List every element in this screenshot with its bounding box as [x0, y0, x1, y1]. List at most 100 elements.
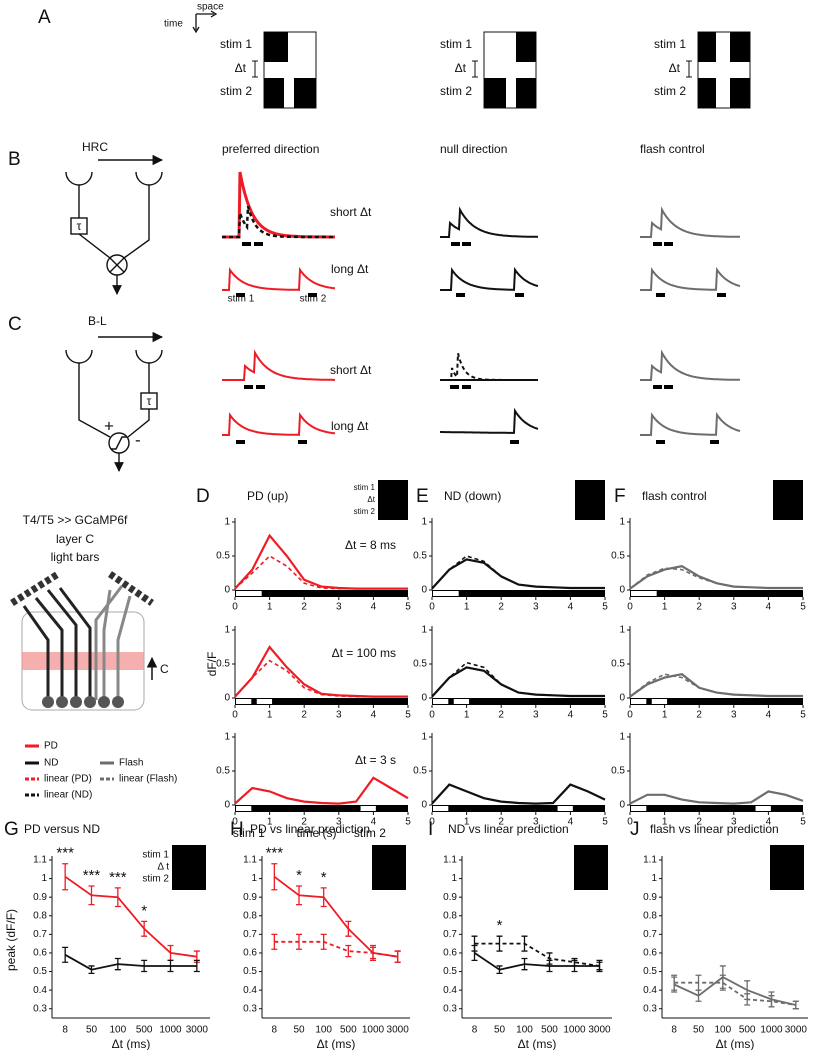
- stim-mark: [656, 293, 665, 297]
- y-tick-label: 0.4: [643, 985, 657, 996]
- inset-label: stim 1: [354, 483, 376, 492]
- stim-window: [453, 699, 470, 704]
- stimulus-bar: [516, 78, 536, 108]
- axis-label: time: [164, 19, 183, 30]
- x-tick-label: 4: [371, 710, 377, 721]
- stimulus-bar: [294, 78, 316, 108]
- stim-mark: [451, 242, 460, 246]
- panel-label: B: [8, 149, 21, 170]
- schematic-title: light bars: [51, 550, 100, 564]
- y-tick-label: 0.9: [33, 892, 47, 903]
- chart-title: ND (down): [444, 489, 501, 503]
- x-tick-label: 8: [272, 1025, 278, 1036]
- stim-bar: [235, 590, 408, 597]
- stim-label: stim 1: [220, 37, 252, 51]
- x-tick-label: 5: [800, 817, 806, 828]
- error-bar: [320, 933, 327, 950]
- y-tick-label: 1: [619, 625, 625, 636]
- stim-mark: [717, 293, 726, 297]
- x-tick-label: 100: [516, 1025, 533, 1036]
- y-tick-label: 0.8: [443, 910, 457, 921]
- x-tick-label: 500: [340, 1025, 357, 1036]
- axis-arrows: [195, 13, 214, 30]
- error-bar: [296, 933, 302, 950]
- error-bar: [768, 995, 775, 1008]
- stim-window: [631, 806, 647, 811]
- x-tick-label: 3000: [588, 1025, 611, 1036]
- y-tick-label: 1: [619, 517, 625, 528]
- inset-label: stim 1: [142, 850, 169, 861]
- x-tick-label: 5: [405, 817, 411, 828]
- x-tick-label: 4: [766, 817, 772, 828]
- column-title: null direction: [440, 142, 507, 156]
- error-bar: [114, 957, 121, 971]
- inset-label: stim 2: [142, 874, 169, 885]
- x-tick-label: 5: [800, 710, 806, 721]
- y-tick-label: 1: [451, 873, 457, 884]
- stimulus-inset: [773, 480, 803, 520]
- model-trace: [640, 411, 741, 436]
- x-tick-label: 500: [541, 1025, 558, 1036]
- x-tick-label: 5: [800, 602, 806, 613]
- y-tick-label: 0.5: [611, 659, 625, 670]
- hrc-diagram: [65, 171, 163, 295]
- stim-bar: [432, 698, 605, 705]
- x-axis-label: Δt (ms): [317, 1037, 356, 1050]
- y-tick-label: 1: [41, 873, 47, 884]
- y-tick-label: 1: [224, 625, 230, 636]
- x-tick-label: 50: [293, 1025, 305, 1036]
- x-tick-label: 100: [714, 1025, 731, 1036]
- x-tick-label: 3000: [387, 1025, 410, 1036]
- y-tick-label: 0.3: [643, 1003, 657, 1014]
- interval-bar: [252, 60, 258, 78]
- stim-mark: [236, 293, 245, 297]
- column-title: preferred direction: [222, 142, 319, 156]
- sign: -: [135, 430, 141, 449]
- y-tick-label: 0.5: [643, 966, 657, 977]
- legend-label: linear (PD): [44, 774, 92, 785]
- model-trace: [440, 407, 539, 434]
- stim-mark: [515, 293, 524, 297]
- x-axis-label: Δt (ms): [112, 1037, 151, 1050]
- y-tick-label: 0.5: [216, 659, 230, 670]
- stim-mark: [308, 293, 317, 297]
- stim-label: stim 2: [440, 84, 472, 98]
- error-bar: [193, 959, 200, 973]
- series-line: [629, 565, 803, 590]
- stim-window: [557, 806, 573, 811]
- error-bar: [571, 957, 578, 967]
- chart-title: flash control: [642, 489, 707, 503]
- model-trace: [222, 411, 336, 436]
- stimulus-bar: [698, 32, 716, 62]
- y-tick-label: 0.6: [443, 948, 457, 959]
- y-tick-label: 0.7: [643, 929, 657, 940]
- stim-window: [236, 806, 252, 811]
- series-line: [629, 673, 803, 698]
- error-bar: [471, 935, 478, 952]
- error-bar: [345, 944, 352, 958]
- stim-window: [433, 699, 449, 704]
- error-bar: [167, 959, 174, 973]
- x-tick-label: 3: [533, 602, 539, 613]
- x-tick-label: 5: [602, 710, 608, 721]
- y-tick-label: 0.5: [33, 966, 47, 977]
- model-trace: [640, 206, 741, 238]
- schematic-title: layer C: [56, 532, 94, 546]
- y-tick-label: 0: [619, 800, 625, 811]
- chart-title: PD versus ND: [24, 822, 100, 836]
- y-axis-label: dF/F: [205, 652, 219, 677]
- x-tick-label: 1: [662, 710, 668, 721]
- error-bar: [271, 933, 278, 950]
- x-tick-label: 5: [602, 817, 608, 828]
- series-line: [64, 954, 197, 971]
- layer-label: C: [160, 662, 169, 676]
- panel-label: G: [4, 819, 19, 840]
- stimulus-bar: [516, 32, 536, 62]
- series-line: [64, 875, 197, 958]
- x-tick-label: 4: [766, 602, 772, 613]
- x-tick-label: 3: [731, 602, 737, 613]
- y-tick-label: 0.7: [243, 929, 257, 940]
- y-tick-label: 1: [421, 625, 427, 636]
- row-label: short Δt: [330, 363, 372, 377]
- x-tick-label: 8: [62, 1025, 68, 1036]
